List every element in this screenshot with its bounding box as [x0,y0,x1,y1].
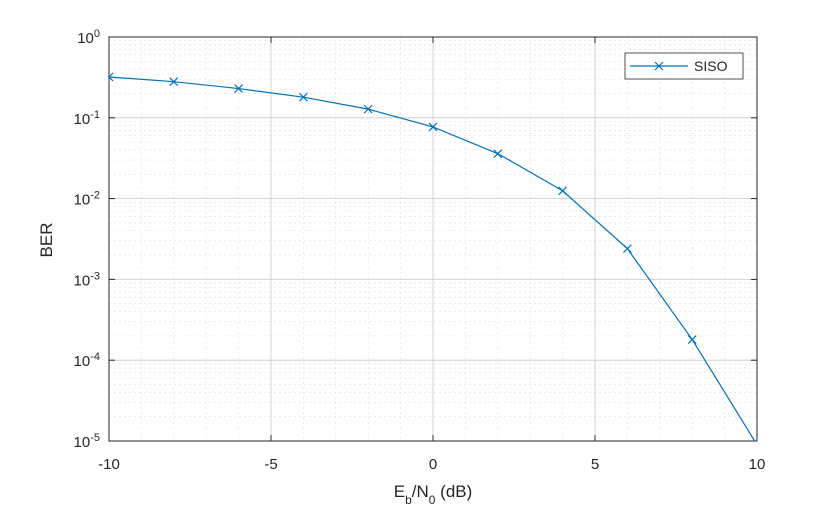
data-point-marker [622,244,632,254]
x-tick-labels: -10 -5 0 5 10 [98,456,765,473]
y-tick-label: 100 [77,28,100,47]
data-point-marker [363,104,373,114]
data-point-marker [234,84,244,93]
x-axis-label: Eb/N0 (dB) [394,482,473,506]
y-tick-label: 10-4 [74,351,100,370]
data-point-marker [428,122,438,132]
y-tick-label: 10-2 [74,190,100,209]
series-layer [109,72,756,441]
tick-marks [108,36,758,442]
data-point-marker [558,186,568,196]
y-tick-labels: 10-5 10-4 10-3 10-2 10-1 100 [74,28,100,451]
legend-marker-sample [654,61,664,71]
x-tick-label: 5 [591,456,599,473]
x-tick-label: -10 [98,456,120,473]
data-point-marker [687,335,697,344]
legend-label: SISO [694,58,728,74]
data-point-marker [169,77,179,87]
y-tick-label: 10-3 [74,270,100,289]
legend: SISO [624,52,744,80]
data-point-marker [109,72,114,82]
y-axis-label: BER [37,223,56,258]
x-tick-label: 0 [429,456,437,473]
x-tick-label: 10 [749,456,766,473]
data-point-marker [298,92,308,102]
x-tick-label: -5 [264,456,277,473]
y-tick-label: 10-1 [74,109,100,128]
grid [108,36,758,442]
y-tick-label: 10-5 [74,432,100,451]
data-point-marker [493,149,503,159]
